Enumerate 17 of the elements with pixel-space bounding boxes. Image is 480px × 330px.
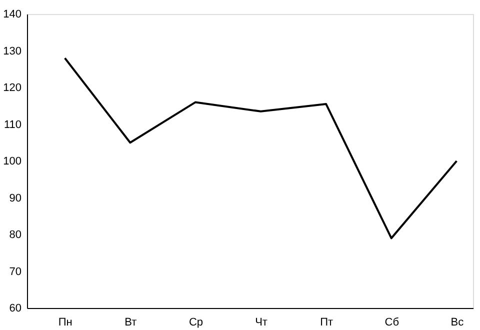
y-tick-label: 110	[4, 118, 22, 131]
line-series	[64, 57, 458, 240]
y-tick-label: 60	[9, 302, 22, 314]
y-tick-label: 140	[3, 8, 22, 20]
y-tick-label: 130	[3, 45, 22, 58]
x-tick-label: Чт	[255, 316, 268, 328]
x-tick-label: Ср	[188, 316, 204, 328]
x-tick-label: Вт	[124, 316, 137, 328]
y-tick-label: 70	[9, 266, 22, 278]
y-tick-label: 80	[9, 229, 22, 241]
x-tick-label: Пн	[58, 316, 72, 328]
y-tick-label: 120	[3, 82, 22, 94]
x-tick-label: Пт	[320, 316, 334, 328]
x-tick-label: Вс	[450, 316, 464, 328]
y-tick-label: 90	[9, 192, 22, 204]
y-tick-label: 100	[3, 156, 22, 168]
x-tick-label: Сб	[384, 316, 399, 328]
